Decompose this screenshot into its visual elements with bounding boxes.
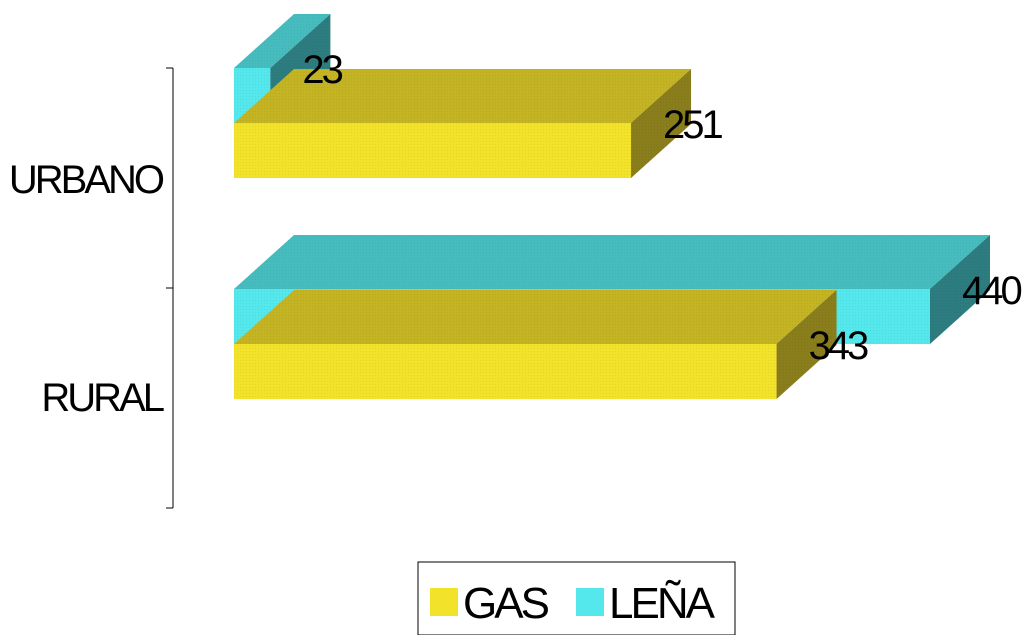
bars-group: [234, 14, 990, 399]
bar-urbano-gas-top-texture: [234, 69, 692, 123]
legend: GAS LEÑA: [417, 561, 736, 635]
legend-label-lena: LEÑA: [609, 578, 716, 628]
data-labels: 23 251 440 343: [302, 48, 1024, 368]
data-label-urbano-lena: 23: [302, 48, 342, 92]
legend-swatch-gas: [430, 588, 458, 616]
bar-rural-lena-side-texture: [930, 235, 990, 344]
legend-label-gas: GAS: [463, 579, 549, 628]
legend-swatch-lena: [576, 588, 604, 616]
data-label-rural-lena: 440: [962, 269, 1021, 313]
bar-rural-gas-side-texture: [776, 290, 837, 399]
bar-rural-gas-top-texture: [234, 290, 837, 344]
bar-urbano-lena-top-texture: [234, 14, 331, 68]
category-label-urbano: URBANO: [9, 158, 164, 202]
bar-rural-gas-front-texture: [234, 344, 777, 399]
data-label-rural-gas: 343: [809, 324, 868, 368]
data-label-urbano-gas: 251: [663, 103, 722, 147]
bar-urbano-gas-side-texture: [631, 69, 692, 178]
bar-rural-lena-top-texture: [234, 235, 990, 289]
bar-urbano-gas-front-texture: [234, 123, 632, 178]
category-label-rural: RURAL: [41, 376, 163, 420]
category-axis: URBANO RURAL: [9, 67, 174, 509]
